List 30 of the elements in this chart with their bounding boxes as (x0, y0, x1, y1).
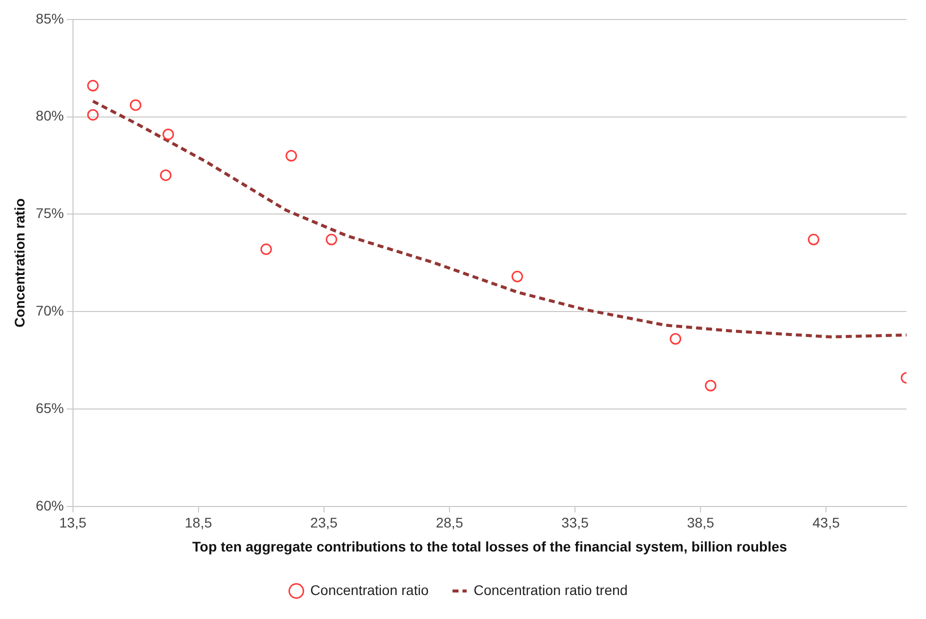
point (670, 333, 682, 345)
y-tick-label: 70% (36, 302, 64, 318)
point (808, 234, 820, 246)
point (704, 380, 716, 392)
point (260, 244, 272, 256)
line-series (91, 100, 906, 338)
legend-label: Concentration ratio trend (474, 582, 628, 598)
point (326, 234, 338, 246)
point (162, 128, 174, 140)
y-tick-label: 80% (36, 108, 64, 124)
x-tick-label: 28,5 (436, 514, 464, 531)
point (87, 109, 99, 121)
point (512, 270, 524, 282)
point (160, 169, 172, 181)
y-tick-label: 75% (36, 205, 64, 222)
point (130, 99, 142, 111)
x-tick-label: 13,5 (59, 514, 87, 531)
y-tick-label: 85% (36, 10, 64, 26)
x-tick-label: 43,5 (812, 514, 840, 531)
x-tick-label: 33,5 (561, 514, 589, 531)
legend-label: Concentration ratio (310, 582, 429, 598)
y-tick-label: 60% (36, 497, 64, 514)
point (286, 150, 298, 162)
y-tick-label: 65% (36, 400, 64, 416)
x-tick-label: 18,5 (184, 514, 212, 531)
x-tick-label: 23,5 (310, 514, 338, 531)
x-axis-title: Top ten aggregate contributions to the total losses of the financial system, billion roubles (192, 538, 788, 554)
y-axis-title: Concentration ratio (11, 198, 28, 328)
point (87, 80, 99, 92)
x-tick-label: 38,5 (686, 514, 714, 531)
